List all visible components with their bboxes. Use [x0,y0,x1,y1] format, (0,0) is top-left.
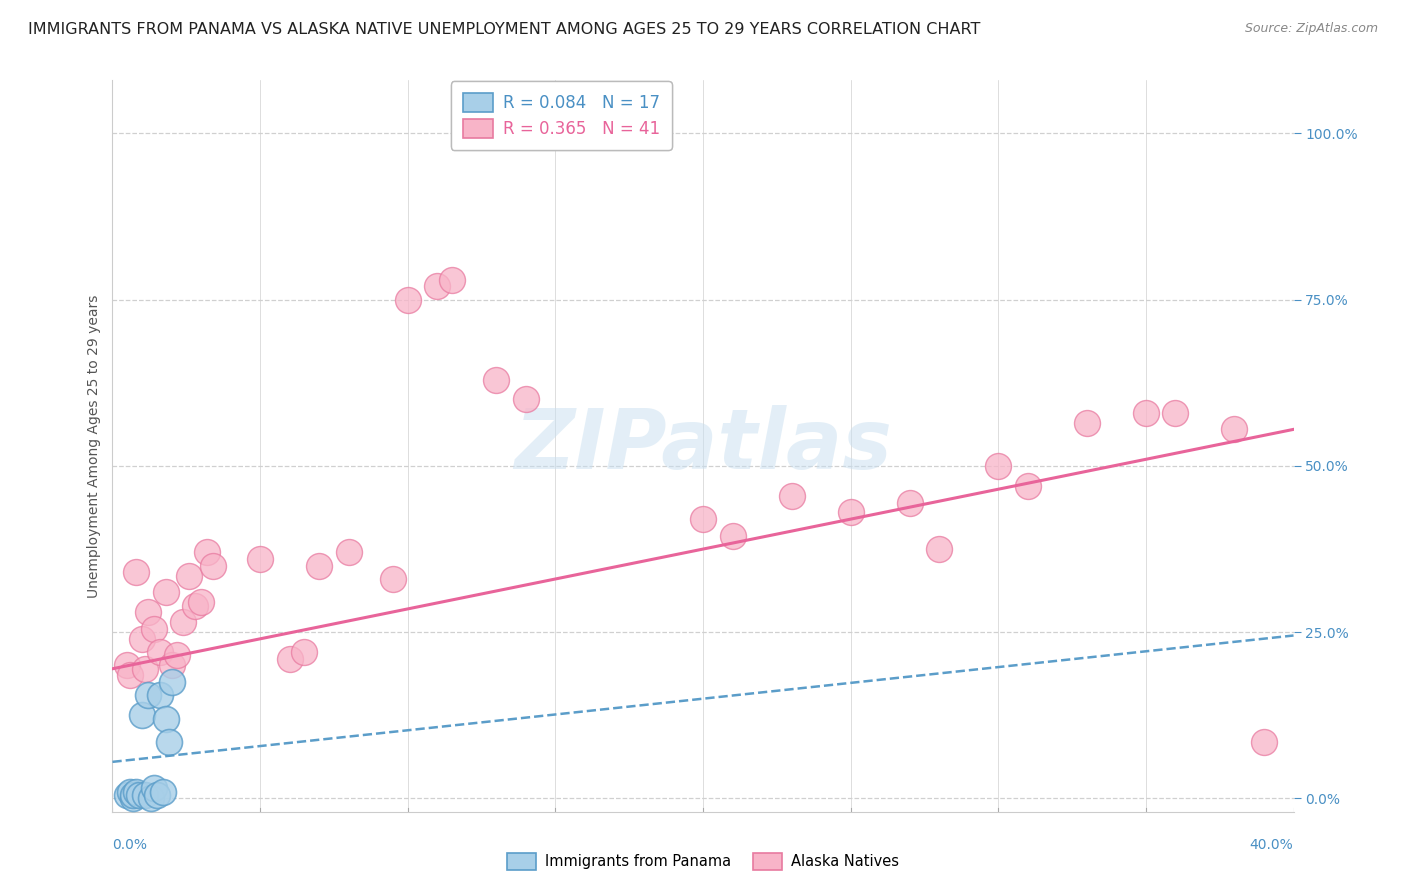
Point [134,788,156,802]
Point [155,712,177,726]
Point [278,652,301,666]
Point [928,542,950,557]
Point [195,545,218,559]
Point [201,558,224,573]
Point [190,595,212,609]
Point [117,788,138,802]
Point [172,615,194,630]
Point [426,279,449,293]
Point [131,708,153,723]
Legend: Immigrants from Panama, Alaska Natives: Immigrants from Panama, Alaska Natives [502,847,904,876]
Point [136,605,159,619]
Point [987,458,1010,473]
Point [160,675,183,690]
Point [184,599,207,613]
Point [898,495,921,509]
Point [337,545,360,559]
Point [134,662,156,676]
Point [692,512,714,526]
Point [396,293,419,307]
Point [441,273,464,287]
Point [149,645,172,659]
Point [382,572,405,586]
Point [131,632,153,646]
Point [1135,406,1157,420]
Text: IMMIGRANTS FROM PANAMA VS ALASKA NATIVE UNEMPLOYMENT AMONG AGES 25 TO 29 YEARS C: IMMIGRANTS FROM PANAMA VS ALASKA NATIVE … [28,22,980,37]
Point [122,788,145,802]
Point [142,622,165,636]
Point [120,785,142,799]
Point [1223,422,1246,436]
Point [515,392,537,407]
Point [149,689,172,703]
Point [155,585,177,599]
Point [308,558,330,573]
Point [179,568,201,582]
Legend: R = 0.084   N = 17, R = 0.365   N = 41: R = 0.084 N = 17, R = 0.365 N = 41 [451,81,672,150]
Point [1076,416,1098,430]
Point [125,785,148,799]
Point [160,658,183,673]
Point [166,648,188,663]
Text: 0.0%: 0.0% [112,838,148,853]
Point [1253,735,1275,749]
Point [136,689,159,703]
Point [128,788,150,802]
Point [120,668,142,682]
Point [142,781,165,796]
Y-axis label: Unemployment Among Ages 25 to 29 years: Unemployment Among Ages 25 to 29 years [87,294,101,598]
Point [249,552,271,566]
Point [125,566,148,580]
Point [117,658,138,673]
Text: 40.0%: 40.0% [1250,838,1294,853]
Point [1017,479,1039,493]
Point [721,529,744,543]
Point [157,735,180,749]
Text: ZIPatlas: ZIPatlas [515,406,891,486]
Point [122,791,145,805]
Text: Source: ZipAtlas.com: Source: ZipAtlas.com [1244,22,1378,36]
Point [146,788,169,802]
Point [139,791,162,805]
Point [292,645,315,659]
Point [152,785,174,799]
Point [1164,406,1187,420]
Point [780,489,803,503]
Point [485,372,508,386]
Point [839,506,862,520]
